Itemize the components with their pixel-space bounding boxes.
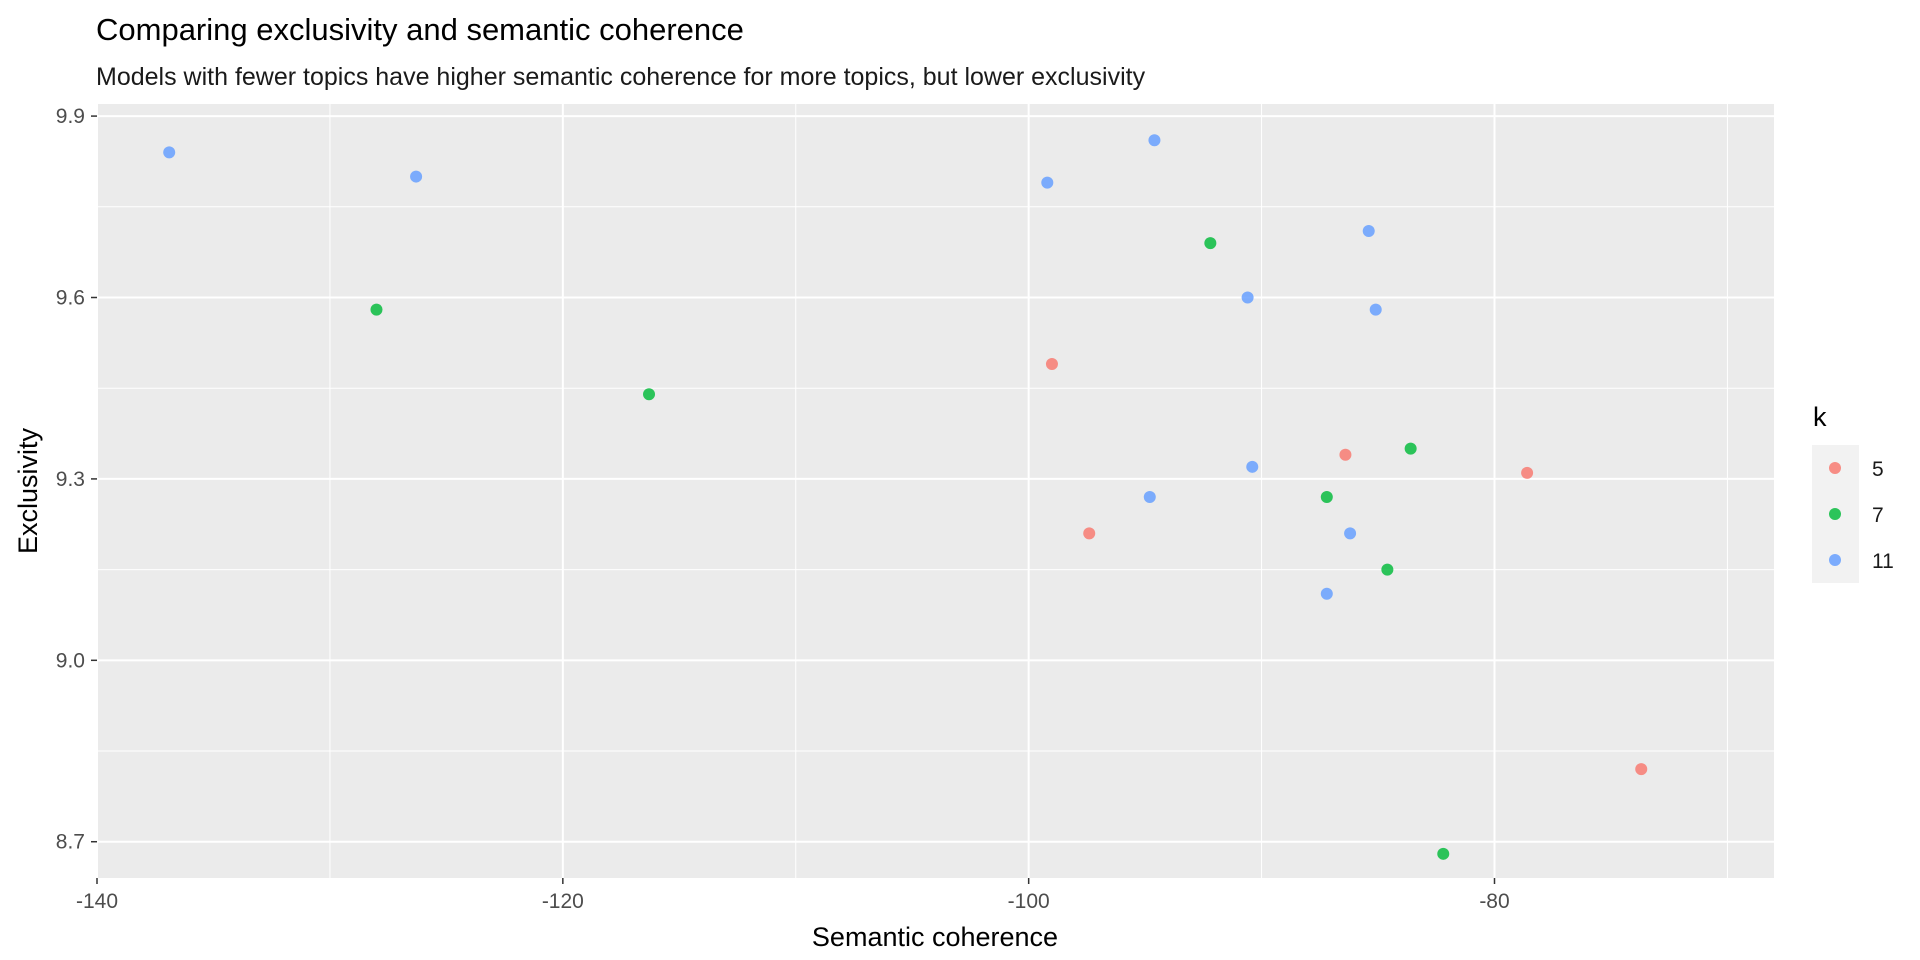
legend-key-k7 <box>1829 508 1841 520</box>
data-point-k11 <box>1241 291 1254 304</box>
legend-title: k <box>1813 402 1827 432</box>
data-points <box>163 134 1648 860</box>
x-tick-label: -100 <box>1008 890 1050 913</box>
y-axis: 8.7 9.0 9.3 9.6 9.9 <box>56 105 97 854</box>
data-point-k11 <box>1362 224 1375 237</box>
data-point-k11 <box>1320 587 1333 600</box>
x-axis-title: Semantic coherence <box>812 922 1058 952</box>
chart-subtitle: Models with fewer topics have higher sem… <box>96 63 1146 91</box>
plot-panel <box>97 104 1774 878</box>
y-tick-label: 9.6 <box>56 287 85 310</box>
data-point-k7 <box>1320 491 1333 504</box>
data-point-k11 <box>1148 134 1161 147</box>
legend-label-k11: 11 <box>1872 550 1894 573</box>
x-axis: -140 -120 -100 -80 <box>76 878 1510 913</box>
x-tick-label: -140 <box>76 890 118 913</box>
data-point-k7 <box>1204 237 1217 250</box>
y-tick-label: 9.0 <box>56 649 85 672</box>
data-point-k11 <box>1143 491 1156 504</box>
data-point-k11 <box>410 170 423 183</box>
data-point-k7 <box>1404 442 1417 455</box>
data-point-k5 <box>1339 448 1352 461</box>
y-tick-label: 9.3 <box>56 468 85 491</box>
legend: k 5 7 11 <box>1812 402 1894 583</box>
x-tick-label: -80 <box>1479 890 1509 913</box>
legend-key-k5 <box>1829 462 1841 474</box>
data-point-k7 <box>643 388 656 401</box>
data-point-k5 <box>1521 466 1534 479</box>
data-point-k11 <box>1344 527 1357 540</box>
data-point-k7 <box>1381 563 1394 576</box>
x-tick-label: -120 <box>542 890 584 913</box>
data-point-k7 <box>370 303 383 316</box>
legend-key-k11 <box>1829 554 1841 566</box>
data-point-k5 <box>1083 527 1096 540</box>
y-axis-title: Exclusivity <box>13 427 43 554</box>
data-point-k11 <box>1246 460 1259 473</box>
data-point-k11 <box>1369 303 1382 316</box>
major-gridlines <box>96 104 1774 878</box>
y-tick-label: 8.7 <box>56 831 85 854</box>
data-point-k11 <box>1041 176 1054 189</box>
data-point-k5 <box>1635 763 1648 776</box>
y-tick-label: 9.9 <box>56 105 85 128</box>
legend-label-k5: 5 <box>1872 458 1884 481</box>
data-point-k11 <box>163 146 176 159</box>
data-point-k7 <box>1437 847 1450 860</box>
chart-title: Comparing exclusivity and semantic coher… <box>96 12 744 47</box>
legend-label-k7: 7 <box>1872 504 1884 527</box>
data-point-k5 <box>1045 358 1058 371</box>
minor-gridlines <box>97 104 1774 878</box>
